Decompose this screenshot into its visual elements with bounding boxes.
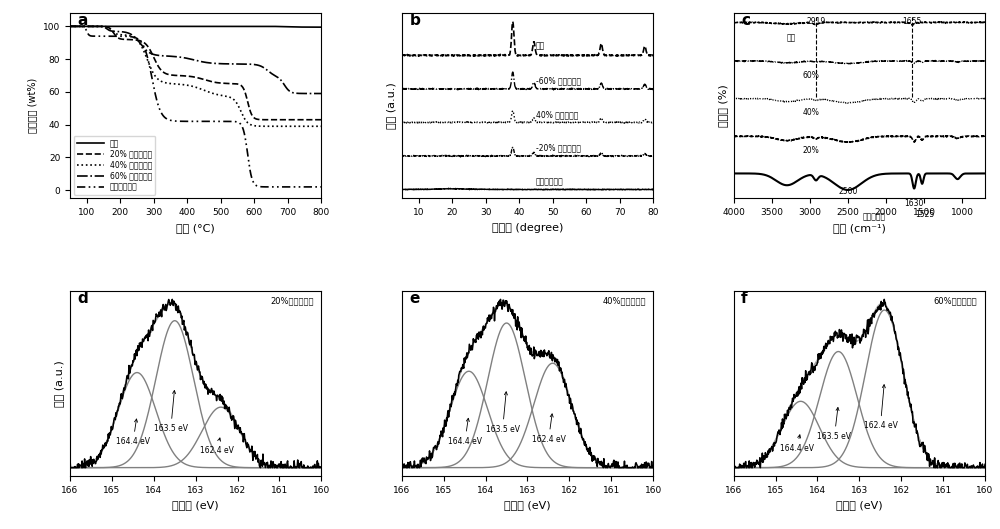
Text: -20% 銀线复合膜: -20% 銀线复合膜: [536, 143, 581, 152]
Text: 40%: 40%: [802, 108, 819, 117]
Text: 163.5 eV: 163.5 eV: [154, 390, 188, 433]
Text: 銀线: 銀线: [787, 33, 796, 42]
Text: 巡基壳脲糖膜: 巡基壳脲糖膜: [536, 177, 564, 186]
Text: 銀线: 銀线: [536, 41, 545, 50]
Text: 1655: 1655: [903, 17, 922, 26]
Text: 162.4 eV: 162.4 eV: [200, 438, 234, 454]
Text: b: b: [409, 13, 420, 28]
Text: 2919: 2919: [806, 17, 826, 26]
Y-axis label: 强度 (a.u.): 强度 (a.u.): [54, 360, 64, 407]
Text: 60%銀线复合膜: 60%銀线复合膜: [934, 296, 977, 306]
Text: 164.4 eV: 164.4 eV: [116, 419, 150, 446]
Text: 20%: 20%: [802, 146, 819, 155]
Text: 2500: 2500: [838, 187, 858, 196]
Text: 1525: 1525: [915, 210, 934, 219]
X-axis label: 结合能 (eV): 结合能 (eV): [172, 500, 219, 510]
Legend: 銀线, 20% 銀线复合膜, 40% 銀线复合膜, 60% 銀线复合膜, 巡基壳脲糖膜: 銀线, 20% 銀线复合膜, 40% 銀线复合膜, 60% 銀线复合膜, 巡基壳…: [74, 136, 155, 195]
Text: 162.4 eV: 162.4 eV: [532, 414, 566, 443]
Text: 40% 銀线复合膜: 40% 銀线复合膜: [536, 110, 578, 119]
Text: 163.5 eV: 163.5 eV: [486, 392, 520, 434]
Text: 20%銀线复合膜: 20%銀线复合膜: [270, 296, 314, 306]
Text: 164.4 eV: 164.4 eV: [448, 418, 482, 445]
Text: a: a: [78, 13, 88, 28]
Text: 1630: 1630: [904, 199, 924, 208]
Y-axis label: 透过率 (%): 透过率 (%): [718, 85, 728, 127]
Y-axis label: 强度 (a.u.): 强度 (a.u.): [386, 83, 396, 129]
Text: f: f: [741, 291, 748, 306]
X-axis label: 结合能 (eV): 结合能 (eV): [504, 500, 551, 510]
Text: c: c: [741, 13, 750, 28]
Text: d: d: [78, 291, 88, 306]
Text: -60% 銀线复合膜: -60% 銀线复合膜: [536, 77, 581, 86]
Y-axis label: 质量损失 (wt%): 质量损失 (wt%): [27, 78, 37, 133]
Text: 60%: 60%: [802, 71, 819, 80]
Text: 163.5 eV: 163.5 eV: [817, 407, 851, 441]
Text: 162.4 eV: 162.4 eV: [864, 385, 897, 430]
Text: 164.4 eV: 164.4 eV: [780, 435, 814, 453]
X-axis label: 衍射角 (degree): 衍射角 (degree): [492, 223, 563, 233]
X-axis label: 温度 (°C): 温度 (°C): [176, 223, 215, 233]
Text: 巡基壳脲糖: 巡基壳脲糖: [863, 212, 886, 221]
X-axis label: 结合能 (eV): 结合能 (eV): [836, 500, 883, 510]
X-axis label: 波长 (cm⁻¹): 波长 (cm⁻¹): [833, 223, 886, 233]
Text: 40%銀线复合膜: 40%銀线复合膜: [602, 296, 646, 306]
Text: e: e: [409, 291, 420, 306]
